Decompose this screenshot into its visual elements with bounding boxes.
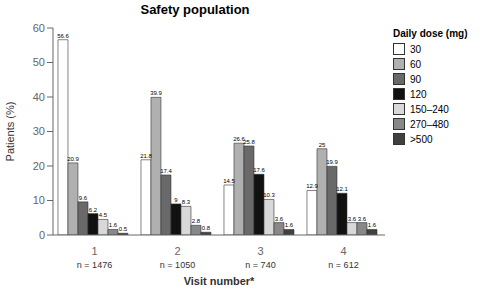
svg-text:9: 9: [174, 197, 178, 203]
html-text:>500: >500: [410, 133, 433, 145]
svg-text:30: 30: [33, 125, 45, 137]
svg-text:17.4: 17.4: [160, 168, 172, 174]
svg-text:1.6: 1.6: [368, 222, 377, 228]
svg-text:19.9: 19.9: [326, 159, 338, 165]
html-text:Safety population: Safety population: [140, 2, 250, 17]
svg-text:14.5: 14.5: [223, 178, 235, 184]
svg-text:40: 40: [33, 91, 45, 103]
svg-text:10: 10: [33, 194, 45, 206]
svg-text:21.8: 21.8: [140, 153, 152, 159]
html-text:120: 120: [410, 88, 427, 100]
html-text:60: 60: [410, 58, 422, 70]
html-text:150–240: 150–240: [410, 103, 449, 115]
svg-text:3.6: 3.6: [358, 216, 367, 222]
svg-text:26.6: 26.6: [233, 136, 245, 143]
svg-text:4: 4: [340, 245, 346, 257]
svg-text:1.6: 1.6: [285, 222, 294, 228]
html-text:90: 90: [410, 73, 422, 85]
svg-text:1.6: 1.6: [109, 222, 118, 228]
svg-text:3: 3: [257, 245, 263, 257]
svg-text:12.1: 12.1: [336, 186, 348, 192]
html-text:30: 30: [410, 43, 422, 55]
svg-text:8.3: 8.3: [182, 199, 191, 205]
svg-text:17.6: 17.6: [253, 167, 265, 173]
svg-text:25: 25: [319, 142, 326, 148]
svg-text:50: 50: [33, 56, 45, 68]
svg-text:60: 60: [33, 22, 45, 34]
svg-text:Visit number*: Visit number*: [184, 275, 255, 287]
svg-text:0: 0: [39, 229, 45, 241]
svg-text:2.8: 2.8: [192, 218, 201, 224]
svg-text:56.6: 56.6: [57, 33, 69, 39]
svg-text:Patients (%): Patients (%): [8, 102, 16, 162]
svg-text:39.9: 39.9: [150, 90, 162, 96]
svg-text:10.3: 10.3: [263, 192, 275, 198]
svg-text:n = 612: n = 612: [328, 260, 358, 270]
svg-text:n = 1050: n = 1050: [160, 260, 195, 270]
svg-text:0.5: 0.5: [119, 226, 128, 232]
svg-text:0.8: 0.8: [202, 225, 211, 231]
svg-text:9.6: 9.6: [79, 195, 88, 201]
svg-text:25.8: 25.8: [243, 139, 255, 145]
svg-text:n = 740: n = 740: [245, 260, 275, 270]
svg-text:n = 1476: n = 1476: [77, 260, 112, 270]
svg-text:3.6: 3.6: [275, 216, 284, 222]
html-text:270–480: 270–480: [410, 118, 449, 130]
svg-text:6.2: 6.2: [89, 207, 98, 213]
svg-text:1: 1: [91, 245, 97, 257]
svg-text:3.6: 3.6: [348, 216, 357, 222]
svg-text:20.9: 20.9: [67, 156, 79, 162]
html-text:Daily dose (mg): Daily dose (mg): [393, 28, 468, 39]
svg-text:4.5: 4.5: [99, 212, 108, 218]
svg-text:20: 20: [33, 160, 45, 172]
svg-text:2: 2: [174, 245, 180, 257]
svg-text:12.9: 12.9: [306, 183, 318, 189]
